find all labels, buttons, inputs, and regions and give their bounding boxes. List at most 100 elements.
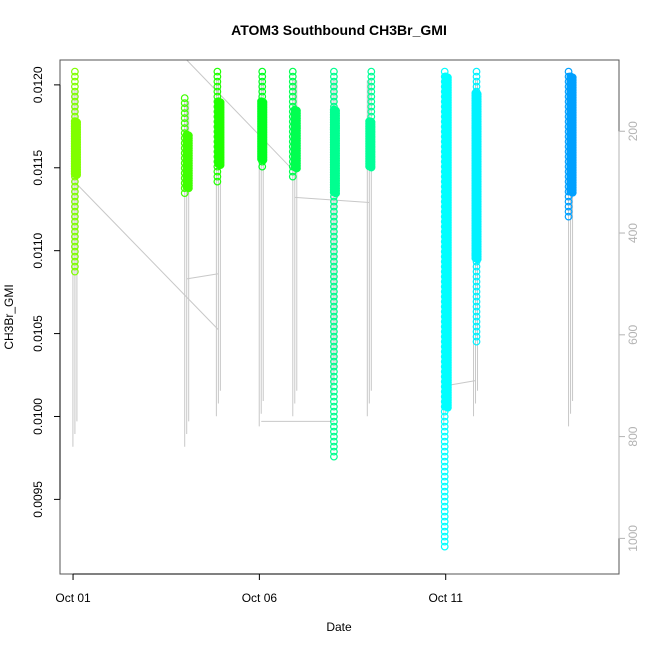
data-point [330, 352, 338, 361]
data-point [440, 422, 449, 431]
data-point [367, 67, 376, 76]
data-point [330, 372, 338, 381]
data-point [330, 237, 338, 246]
data-point [472, 337, 481, 346]
data-point [367, 72, 376, 81]
data-point [440, 527, 449, 536]
y-tick-label: 0.0110 [31, 232, 45, 268]
data-point [472, 317, 481, 326]
data-point [330, 417, 338, 426]
x-tick-label: Oct 06 [242, 591, 278, 605]
data-point [330, 392, 338, 401]
data-point [71, 77, 79, 86]
data-point [71, 192, 79, 201]
data-point [472, 72, 481, 81]
data-point [440, 457, 449, 466]
data-point [440, 432, 449, 441]
data-point [330, 87, 338, 96]
data-point [71, 67, 79, 76]
data-point [440, 427, 449, 436]
data-point [330, 232, 338, 241]
data-point [330, 282, 338, 291]
data-point [288, 92, 297, 101]
data-point [443, 403, 452, 412]
data-point [330, 262, 338, 271]
data-point [330, 437, 338, 446]
data-point [71, 257, 79, 266]
data-point [440, 507, 449, 516]
data-point [564, 202, 573, 211]
data-point [440, 412, 449, 421]
data-point [330, 407, 338, 416]
data-point [71, 107, 79, 116]
data-point [440, 502, 449, 511]
data-point [330, 327, 338, 336]
y-tick-label: 0.0100 [31, 398, 45, 435]
data-point [440, 442, 449, 451]
data-point [258, 77, 267, 86]
data-point [330, 412, 338, 421]
data-point [564, 207, 573, 216]
data-point [472, 67, 481, 76]
data-point [440, 472, 449, 481]
data-point [71, 212, 79, 221]
data-point [184, 184, 193, 193]
data-point [440, 487, 449, 496]
data-point [472, 327, 481, 336]
data-point [71, 262, 79, 271]
data-point [330, 267, 338, 276]
data-point [330, 222, 338, 231]
data-point [216, 160, 225, 170]
data-point [440, 532, 449, 541]
pressure-link [74, 181, 219, 331]
data-point [330, 72, 338, 81]
data-point [258, 67, 267, 76]
data-point [213, 72, 222, 81]
data-point [180, 109, 189, 118]
data-point [367, 163, 376, 172]
data-point [330, 452, 338, 461]
data-point [472, 287, 481, 296]
data-point [472, 297, 481, 306]
data-point [71, 82, 79, 91]
chart-title: ATOM3 Southbound CH3Br_GMI [231, 22, 447, 38]
data-point [213, 177, 222, 186]
data-point [472, 312, 481, 321]
data-point [288, 82, 297, 91]
data-point [258, 82, 267, 91]
data-point [288, 72, 297, 81]
pressure-link [186, 59, 296, 173]
data-point [180, 119, 189, 128]
data-point [472, 77, 481, 86]
data-point [367, 92, 376, 101]
data-point [568, 188, 577, 197]
data-point [330, 227, 338, 236]
data-point [213, 82, 222, 91]
data-point [330, 67, 338, 76]
data-point [330, 432, 338, 441]
data-point [472, 272, 481, 281]
y2-tick-label: 600 [626, 324, 640, 344]
data-point [288, 67, 297, 76]
data-point [330, 77, 338, 86]
data-point [473, 255, 482, 264]
data-point [258, 72, 267, 81]
y2-tick-label: 1000 [626, 525, 640, 552]
data-point [472, 307, 481, 316]
data-point [330, 302, 338, 311]
data-point [330, 247, 338, 256]
data-point [259, 155, 268, 165]
data-point [367, 77, 376, 86]
data-point [213, 67, 222, 76]
data-point [330, 97, 338, 106]
data-point [440, 492, 449, 501]
y-tick-label: 0.0095 [31, 481, 45, 518]
data-point [564, 197, 573, 206]
data-point [367, 107, 376, 116]
y-tick-label: 0.0105 [31, 315, 45, 352]
data-point [564, 212, 573, 221]
data-point [440, 482, 449, 491]
data-point [71, 92, 79, 101]
y-tick-label: 0.0120 [31, 66, 45, 103]
